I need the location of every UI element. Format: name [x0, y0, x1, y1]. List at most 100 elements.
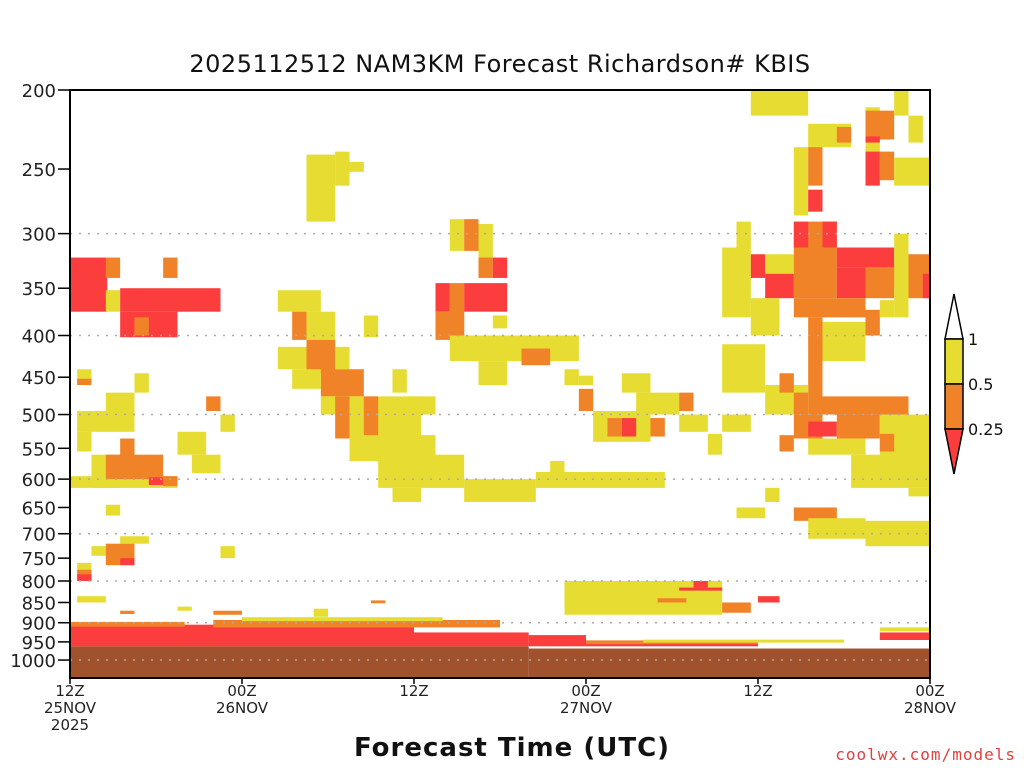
- ri-cell: [722, 602, 751, 613]
- y-tick-label: 450: [22, 368, 56, 389]
- x-tick-label: 12Z: [743, 682, 772, 700]
- legend: 1 0.5 0.25: [944, 293, 1004, 475]
- chart-title: 2025112512 NAM3KM Forecast Richardson# K…: [189, 50, 811, 78]
- y-tick-label: 850: [22, 593, 56, 614]
- ri-cell: [793, 298, 866, 318]
- x-tick-label: 12Z: [399, 682, 428, 700]
- ri-cell: [550, 460, 565, 474]
- ri-cell: [679, 392, 694, 411]
- ri-cell: [449, 335, 579, 362]
- ri-cell: [492, 315, 508, 329]
- x-tick-label: 00Z: [915, 682, 944, 700]
- ri-cell: [679, 587, 723, 591]
- ri-cell: [793, 147, 809, 216]
- y-tick-label: 1000: [10, 651, 56, 672]
- y-tick-label: 800: [22, 572, 56, 593]
- ri-cell: [621, 418, 637, 437]
- ri-cell: [894, 90, 909, 116]
- ri-cell: [77, 596, 106, 603]
- ri-cell: [242, 617, 443, 622]
- ri-cell: [478, 224, 493, 259]
- ri-cell: [77, 562, 92, 573]
- ri-cell: [292, 369, 321, 389]
- ri-cell: [371, 600, 386, 604]
- ri-cell: [836, 247, 895, 268]
- ri-cell: [793, 221, 809, 248]
- ri-cell: [163, 476, 178, 487]
- legend-swatch-orange: [944, 383, 964, 430]
- ri-cell: [306, 154, 336, 222]
- ri-cell: [865, 267, 895, 299]
- ri-cell: [120, 558, 135, 566]
- legend-arrow-top: [944, 293, 964, 340]
- y-tick-label: 200: [22, 81, 56, 102]
- ri-cell: [91, 546, 106, 556]
- ri-cell: [77, 378, 92, 386]
- ri-cell: [836, 267, 866, 299]
- ri-cell: [464, 283, 508, 312]
- ri-cell: [449, 219, 465, 251]
- x-tick-label: 00Z: [227, 682, 256, 700]
- ri-cell: [70, 257, 108, 312]
- y-tick-label: 400: [22, 327, 56, 348]
- ri-cell: [636, 392, 680, 415]
- credit-link[interactable]: coolwx.com/models: [835, 745, 1016, 764]
- ri-cell: [464, 219, 479, 251]
- ri-cell: [213, 610, 242, 615]
- ri-cell: [808, 421, 837, 437]
- ri-cell: [808, 147, 823, 186]
- x-tick-label: 27NOV: [560, 699, 613, 717]
- ri-cell: [478, 257, 493, 278]
- y-tick-label: 300: [22, 225, 56, 246]
- legend-label: 0.5: [968, 375, 993, 394]
- ri-cell: [464, 479, 536, 502]
- y-tick-label: 750: [22, 549, 56, 570]
- ri-cell: [105, 504, 121, 516]
- ri-cell: [765, 254, 794, 274]
- ri-cell: [349, 161, 364, 172]
- ri-cell: [758, 596, 780, 603]
- ri-cell: [313, 608, 328, 617]
- ri-cell: [105, 257, 121, 278]
- ri-cell: [435, 283, 450, 312]
- ri-cell: [736, 507, 766, 519]
- ri-cell: [836, 126, 852, 143]
- x-axis-label: Forecast Time (UTC): [353, 733, 671, 763]
- ri-cell: [70, 476, 178, 488]
- legend-swatch-yellow: [944, 338, 964, 385]
- ri-cell: [822, 221, 837, 248]
- ri-cell: [650, 418, 665, 437]
- ri-cell: [77, 431, 92, 452]
- ri-cell: [406, 396, 436, 415]
- ri-cell: [564, 369, 579, 386]
- ri-cell: [105, 290, 121, 312]
- ri-cell: [822, 321, 866, 362]
- ri-cell: [793, 392, 809, 415]
- ri-cell: [736, 221, 751, 248]
- ri-cell: [177, 606, 192, 611]
- ri-cell: [120, 288, 221, 312]
- ri-cell: [335, 396, 350, 439]
- ri-cell: [378, 454, 465, 488]
- ri-cell: [306, 339, 336, 374]
- ri-cell: [363, 315, 379, 338]
- ri-cell: [765, 273, 794, 299]
- x-tick-label: 2025: [51, 716, 89, 734]
- ri-cell: [220, 546, 235, 559]
- ri-cell: [213, 619, 501, 628]
- ri-cell: [722, 344, 766, 393]
- ri-cell: [120, 610, 135, 614]
- ri-cell: [922, 273, 930, 299]
- x-tick-label: 00Z: [571, 682, 600, 700]
- ri-cell: [177, 431, 207, 455]
- ri-cell: [414, 632, 529, 647]
- ri-cell: [306, 311, 336, 340]
- x-tick-label: 25NOV: [44, 699, 97, 717]
- ri-cell: [478, 361, 508, 386]
- legend-arrow-bottom-red: [944, 428, 964, 475]
- ri-cell: [292, 311, 307, 340]
- x-tick-label: 12Z: [55, 682, 84, 700]
- ri-cell: [335, 346, 350, 370]
- ri-cell: [722, 247, 751, 318]
